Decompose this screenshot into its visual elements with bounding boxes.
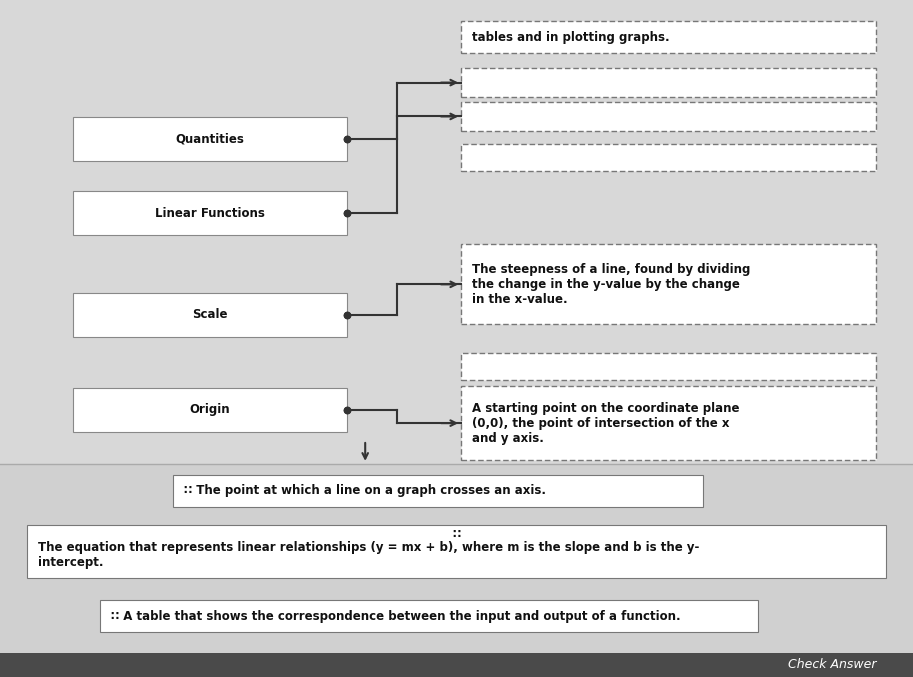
Bar: [0, 653, 913, 677]
Text: Linear Functions: Linear Functions: [155, 206, 265, 220]
Text: tables and in plotting graphs.: tables and in plotting graphs.: [472, 30, 669, 44]
FancyBboxPatch shape: [461, 386, 876, 460]
Text: ∷: ∷: [453, 528, 460, 542]
FancyBboxPatch shape: [461, 244, 876, 324]
FancyBboxPatch shape: [461, 68, 876, 97]
FancyBboxPatch shape: [461, 102, 876, 131]
FancyBboxPatch shape: [73, 292, 347, 336]
Text: The steepness of a line, found by dividing
the change in the y-value by the chan: The steepness of a line, found by dividi…: [472, 263, 750, 306]
FancyBboxPatch shape: [73, 116, 347, 160]
Text: Origin: Origin: [190, 403, 230, 416]
FancyBboxPatch shape: [461, 21, 876, 53]
FancyBboxPatch shape: [461, 144, 876, 171]
FancyBboxPatch shape: [461, 353, 876, 380]
Text: Check Answer: Check Answer: [788, 658, 876, 672]
FancyBboxPatch shape: [100, 600, 758, 632]
FancyBboxPatch shape: [73, 387, 347, 432]
Bar: [0, 0, 913, 464]
Text: A starting point on the coordinate plane
(0,0), the point of intersection of the: A starting point on the coordinate plane…: [472, 401, 740, 445]
Text: ∷ A table that shows the correspondence between the input and output of a functi: ∷ A table that shows the correspondence …: [111, 609, 681, 623]
Text: The equation that represents linear relationships (y = mx + b), where m is the s: The equation that represents linear rela…: [38, 541, 699, 569]
FancyBboxPatch shape: [73, 191, 347, 235]
Text: Quantities: Quantities: [175, 132, 245, 146]
Text: ∷ The point at which a line on a graph crosses an axis.: ∷ The point at which a line on a graph c…: [184, 484, 546, 498]
FancyBboxPatch shape: [173, 475, 703, 507]
Bar: [0, 464, 913, 653]
Text: Scale: Scale: [193, 308, 227, 322]
FancyBboxPatch shape: [27, 525, 886, 578]
